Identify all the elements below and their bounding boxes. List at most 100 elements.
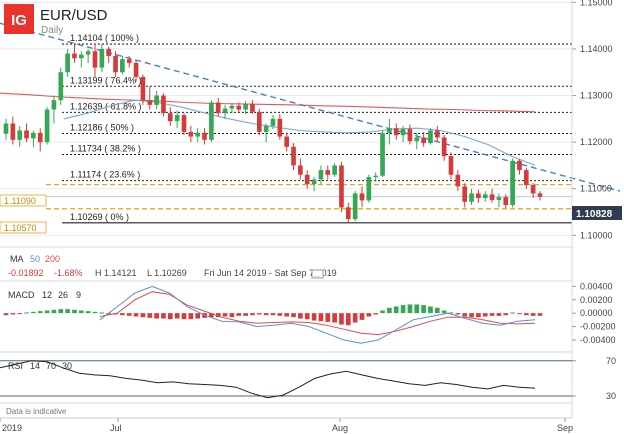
rsi-param-period: 14 [30,361,40,371]
bearish-candle [24,130,29,139]
svg-text:...: ... [314,272,320,279]
macd-histogram-bar [236,313,242,316]
fib-level-label: 1.14104 ( 100% ) [70,33,139,43]
fib-level-label: 1.10269 ( 0% ) [70,212,129,222]
ma-label: MA [10,254,24,264]
timeframe-label: Daily [41,25,63,36]
macd-histogram-bar [530,313,536,316]
bearish-candle [393,128,399,136]
bullish-candle [222,108,228,114]
macd-histogram-bar [441,310,447,314]
macd-histogram-bar [469,313,474,318]
bullish-candle [496,197,502,200]
macd-histogram-bar [325,313,331,322]
fib-level-label: 1.12639 ( 61.8% ) [70,101,142,111]
bullish-candle [332,165,337,175]
fib-level-label: 1.13199 ( 76.4% ) [70,75,142,85]
macd-histogram-bar [99,312,105,314]
macd-histogram-bar [339,313,344,325]
macd-histogram-bar [126,313,132,316]
price-tick-label: 1.11000 [580,184,612,194]
ma200-line [0,92,536,113]
x-tick-label: Sep [557,423,573,433]
bearish-candle [126,59,132,63]
macd-histogram-bar [345,313,351,326]
macd-tick-label: -0.00400 [580,335,616,345]
macd-histogram-bar [270,313,276,316]
macd-histogram-bar [373,313,379,315]
price-tick-label: 1.15000 [580,0,613,7]
macd-histogram-bar [393,306,399,314]
macd-histogram-bar [195,313,201,319]
rsi-tick-label: 70 [606,356,616,366]
macd-histogram-bar [510,312,515,314]
macd-histogram-bar [421,305,426,314]
bearish-candle [359,193,365,201]
macd-histogram-bar [304,313,310,320]
price-tick-label: 1.12000 [580,137,613,147]
rsi-panel: RSI 14 70 30 70 30 [0,356,616,401]
macd-histogram-bar [243,313,248,316]
ma-period-200: 200 [45,254,60,264]
bullish-candle [414,137,420,142]
macd-histogram-bar [298,313,303,319]
range-low: L 1.10269 [147,268,187,278]
symbol-title: EUR/USD [40,7,108,24]
macd-histogram-bar [489,313,495,316]
macd-histogram-bar [476,313,481,318]
macd-tick-label: 0.00200 [580,295,613,305]
macd-histogram-bar [482,313,488,317]
bearish-candle [523,170,529,186]
bearish-candle [304,174,310,185]
macd-histogram-bar [161,313,166,319]
x-tick-label: Aug [332,423,348,433]
bearish-candle [10,123,16,140]
macd-histogram-bar [352,313,358,323]
macd-histogram-bar [65,309,70,314]
bullish-candle [85,51,91,55]
bullish-candle [318,170,324,180]
date-range: Fri Jun 14 2019 - Sat Sep 7 2019 [204,268,337,278]
bearish-candle [476,193,481,199]
bearish-candle [113,55,118,73]
price-tick-label: 1.13000 [580,91,613,101]
bullish-candle [3,123,9,134]
macd-param-slow: 26 [58,290,68,300]
macd-histogram-bar [291,313,296,318]
collapse-button[interactable]: ... [311,269,324,279]
bearish-candle [448,156,454,175]
bearish-candle [421,137,426,144]
x-tick-label: Jul [110,423,122,433]
macd-histogram-bar [44,310,50,314]
bullish-candle [510,160,515,206]
bearish-candle [72,53,77,59]
rsi-tick-label: 30 [606,391,616,401]
descending-trendline [0,22,621,192]
macd-histogram-bar [24,312,29,314]
bullish-candle [387,128,392,133]
macd-histogram-bar [311,313,317,321]
bearish-candle [503,197,509,206]
macd-histogram-bar [400,305,406,314]
ig-logo: IG [4,4,34,34]
macd-histogram-bar [222,313,228,317]
macd-histogram-bar [434,307,440,314]
bearish-candle [325,170,331,175]
range-high: H 1.14121 [95,268,137,278]
bullish-candle [229,105,235,109]
macd-signal-line [99,291,536,336]
bearish-candle [298,165,303,175]
bearish-candle [37,132,43,143]
bullish-candle [154,95,159,105]
macd-histogram-bar [85,311,91,314]
bearish-candle [256,111,262,132]
fib-level-label: 1.11734 ( 38.2% ) [70,144,141,154]
bullish-candle [174,115,180,122]
bullish-candle [373,175,379,178]
bearish-candle [181,115,187,132]
macd-histogram-bar [10,313,16,315]
bullish-candle [428,130,433,144]
macd-histogram-bar [503,313,509,316]
bearish-candle [284,136,290,147]
